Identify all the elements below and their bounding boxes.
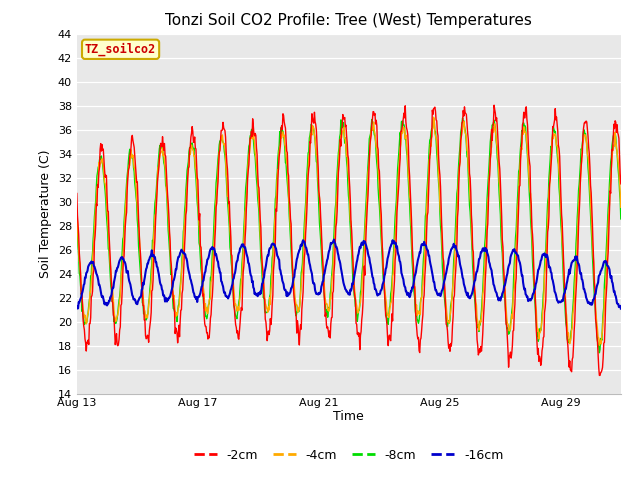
Y-axis label: Soil Temperature (C): Soil Temperature (C) — [39, 149, 52, 278]
Legend: -2cm, -4cm, -8cm, -16cm: -2cm, -4cm, -8cm, -16cm — [189, 444, 508, 467]
X-axis label: Time: Time — [333, 410, 364, 423]
Text: TZ_soilco2: TZ_soilco2 — [85, 43, 156, 56]
Title: Tonzi Soil CO2 Profile: Tree (West) Temperatures: Tonzi Soil CO2 Profile: Tree (West) Temp… — [165, 13, 532, 28]
